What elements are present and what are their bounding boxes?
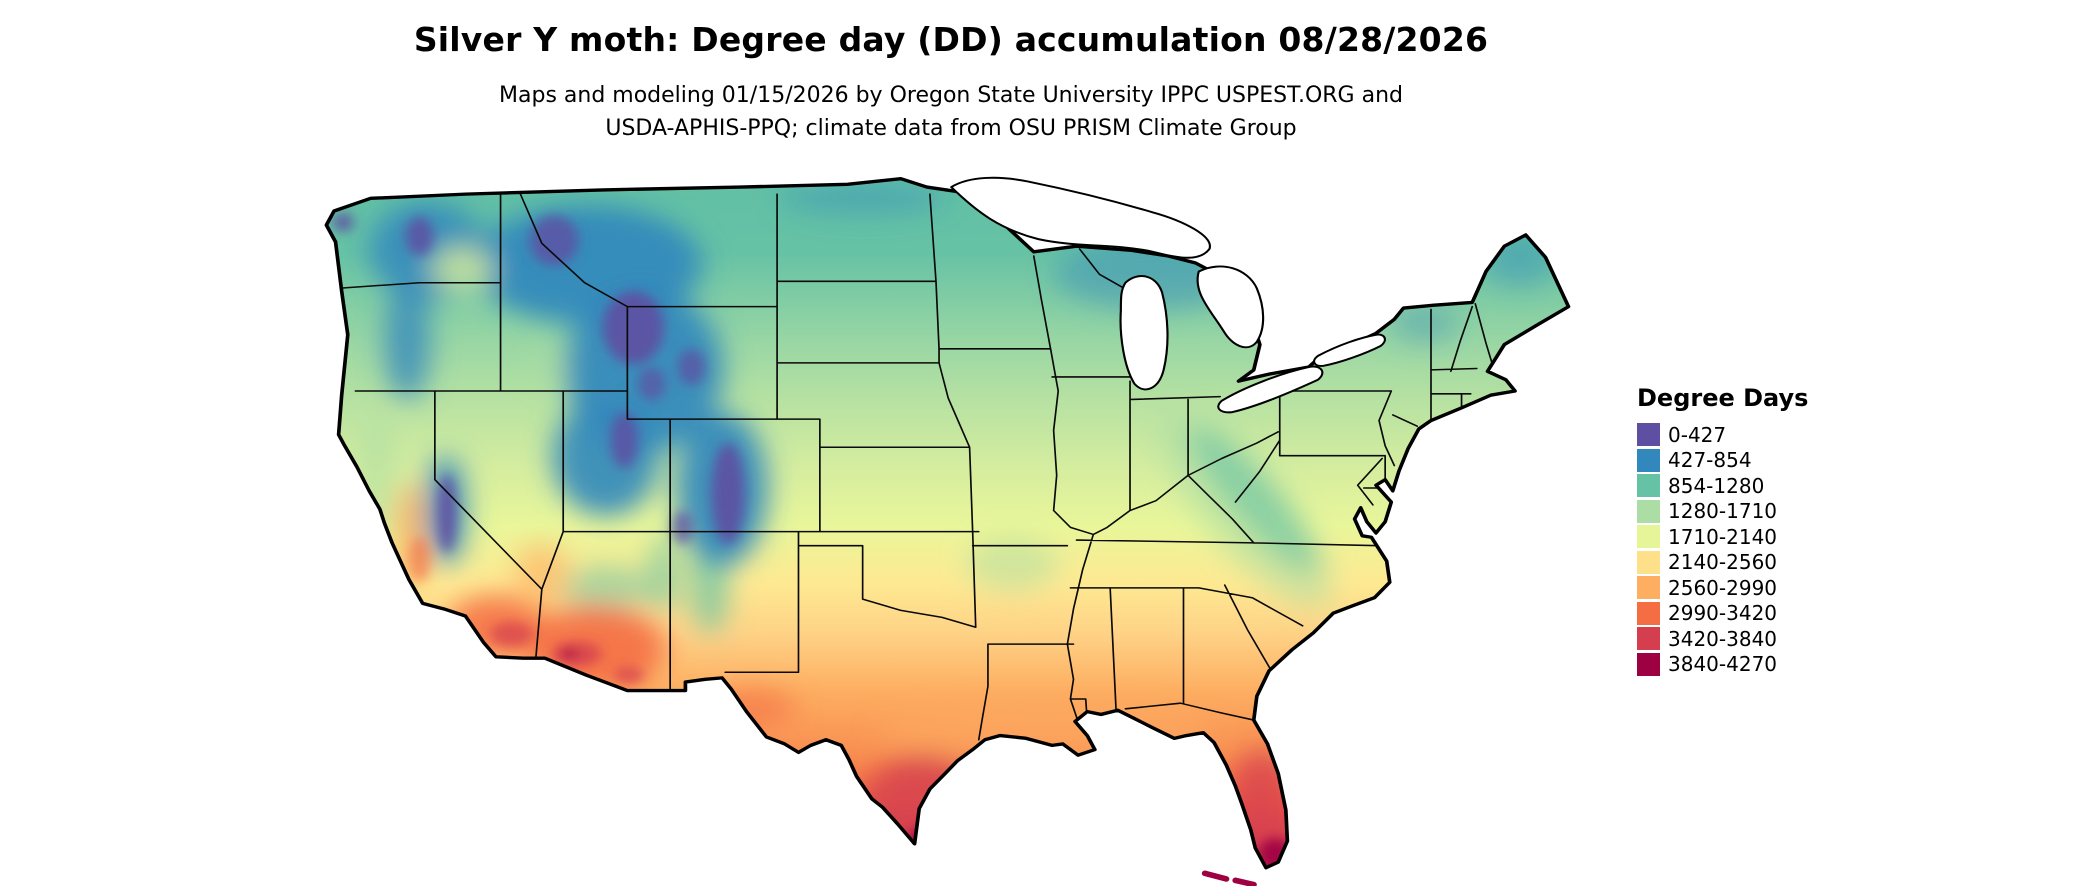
legend-swatch	[1637, 525, 1660, 549]
legend-title: Degree Days	[1637, 384, 1809, 412]
legend-swatch	[1637, 576, 1660, 600]
legend-label: 2560-2990	[1668, 575, 1778, 600]
state-borders	[336, 193, 1495, 741]
legend-swatch	[1637, 448, 1660, 472]
legend-row: 427-854	[1637, 448, 1808, 474]
legend-row: 1710-2140	[1637, 524, 1808, 550]
lake-erie	[1217, 365, 1324, 414]
legend-row: 3840-4270	[1637, 652, 1808, 678]
legend-swatch	[1637, 474, 1660, 498]
legend-swatch	[1637, 550, 1660, 574]
legend-swatch	[1637, 499, 1660, 523]
us-degree-day-map	[305, 166, 1596, 886]
lake-ontario	[1313, 333, 1386, 367]
legend-label: 427-854	[1668, 448, 1752, 473]
legend-label: 0-427	[1668, 422, 1727, 447]
legend-row: 2140-2560	[1637, 550, 1808, 576]
legend-row: 2560-2990	[1637, 575, 1808, 601]
legend-swatch	[1637, 423, 1660, 447]
legend-row: 0-427	[1637, 422, 1808, 448]
subtitle-line-2: USDA-APHIS-PPQ; climate data from OSU PR…	[605, 116, 1297, 141]
legend-row: 2990-3420	[1637, 601, 1808, 627]
degree-day-surface	[326, 178, 1569, 868]
legend-swatch	[1637, 627, 1660, 651]
legend-rows: 0-427 427-854 854-1280 1280-1710 1710-21…	[1637, 422, 1808, 677]
legend-label: 1280-1710	[1668, 499, 1778, 524]
legend-row: 1280-1710	[1637, 499, 1808, 525]
legend-label: 3840-4270	[1668, 652, 1778, 677]
subtitle-line-1: Maps and modeling 01/15/2026 by Oregon S…	[499, 83, 1403, 108]
legend-label: 1710-2140	[1668, 524, 1778, 549]
legend-row: 3420-3840	[1637, 626, 1808, 652]
florida-keys	[1201, 870, 1257, 886]
great-lakes	[950, 176, 1386, 414]
legend: Degree Days 0-427 427-854 854-1280 1280-…	[1637, 384, 1808, 677]
lake-michigan	[1119, 275, 1169, 391]
legend-label: 3420-3840	[1668, 626, 1778, 651]
legend-label: 2990-3420	[1668, 601, 1778, 626]
legend-row: 854-1280	[1637, 473, 1808, 499]
header: Silver Y moth: Degree day (DD) accumulat…	[0, 20, 1902, 145]
legend-swatch	[1637, 652, 1660, 676]
page-title: Silver Y moth: Degree day (DD) accumulat…	[413, 20, 1489, 59]
lake-huron	[1196, 265, 1265, 349]
legend-label: 2140-2560	[1668, 550, 1778, 575]
legend-swatch	[1637, 601, 1660, 625]
map-svg	[324, 176, 1571, 886]
lake-superior	[950, 176, 1211, 259]
legend-label: 854-1280	[1668, 473, 1765, 498]
